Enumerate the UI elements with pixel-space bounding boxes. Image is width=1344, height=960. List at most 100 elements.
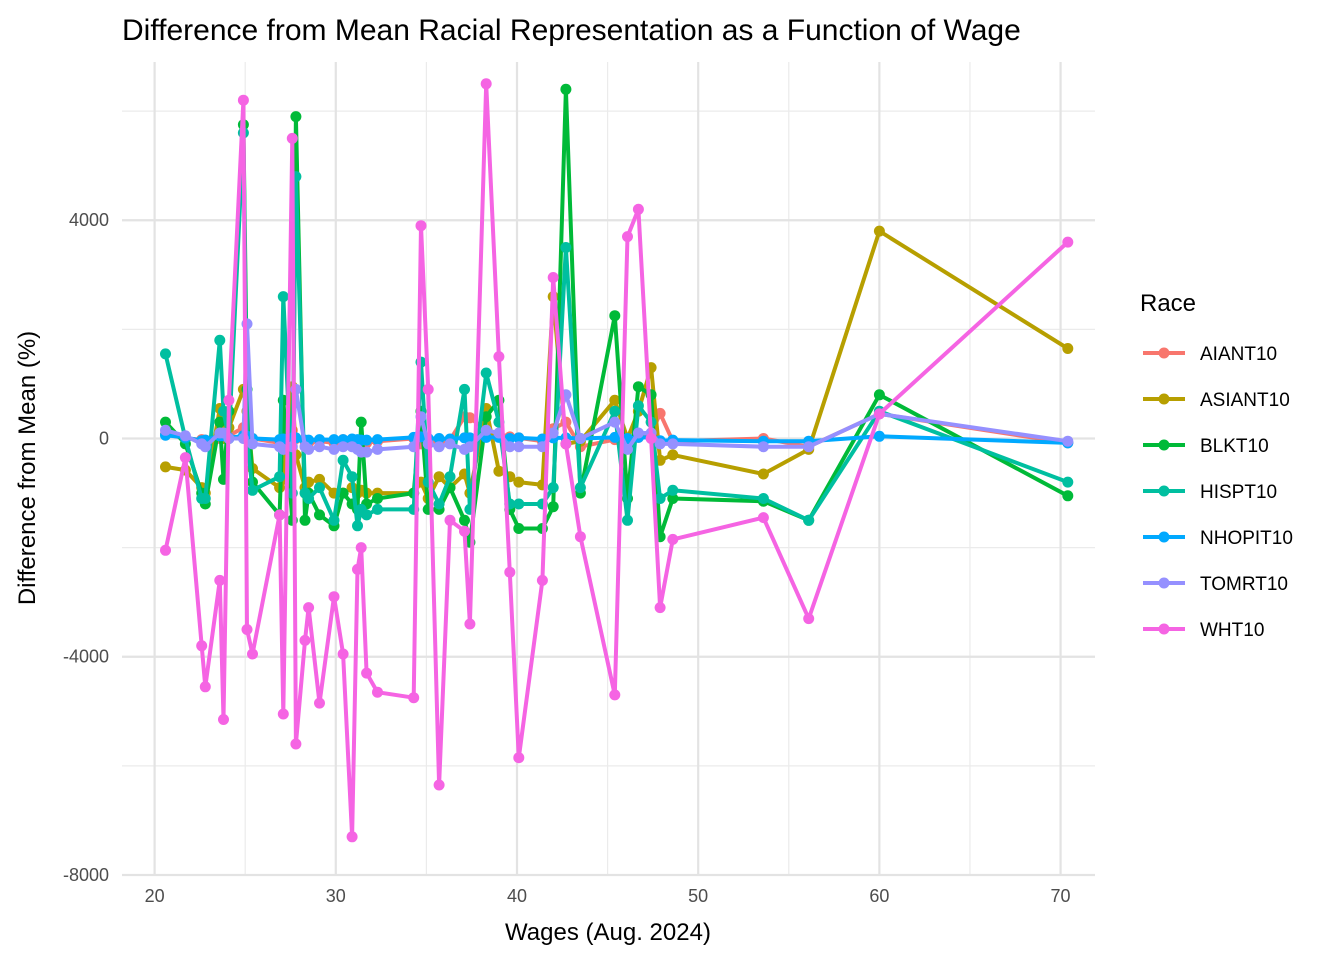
data-point (290, 738, 302, 750)
data-point (199, 681, 211, 693)
data-point (422, 383, 434, 395)
y-tick-label: 4000 (69, 210, 109, 230)
data-point (632, 381, 644, 393)
data-point (277, 708, 289, 720)
data-point (355, 542, 367, 554)
legend-item-tomrt10: TOMRT10 (1143, 574, 1288, 595)
data-point (574, 482, 586, 494)
data-point (547, 427, 559, 439)
data-point (337, 648, 349, 660)
data-point (214, 334, 226, 346)
data-point (667, 493, 679, 504)
data-point (547, 501, 559, 513)
data-point (415, 220, 427, 232)
data-point (314, 473, 325, 485)
data-point (464, 432, 476, 444)
data-point (547, 482, 559, 494)
data-point (480, 78, 492, 90)
data-point (303, 602, 315, 614)
legend-item-aiant10: AIANT10 (1143, 344, 1277, 365)
data-point (303, 493, 315, 504)
legend-item-wht10: WHT10 (1143, 620, 1264, 641)
data-point (622, 443, 633, 455)
data-point (372, 443, 383, 455)
data-point (536, 574, 548, 586)
data-point (667, 484, 679, 496)
data-point (609, 405, 621, 417)
data-point (464, 618, 476, 630)
data-point (214, 416, 226, 428)
data-point (873, 225, 885, 237)
data-point (444, 514, 456, 526)
data-point (328, 434, 340, 446)
data-point (622, 231, 633, 243)
data-point (346, 831, 358, 843)
data-point (654, 493, 666, 504)
data-point (513, 432, 525, 444)
data-point (513, 441, 525, 453)
data-point (547, 272, 559, 283)
data-point (355, 416, 367, 428)
data-point (372, 434, 383, 446)
legend-key-point (1158, 485, 1170, 497)
data-point (560, 438, 572, 450)
chart-title: Difference from Mean Racial Representati… (122, 14, 1021, 47)
legend-label: BLKT10 (1200, 436, 1269, 457)
data-point (372, 493, 383, 504)
legend-key-point (1158, 439, 1170, 451)
data-point (237, 94, 249, 106)
legend-item-hispt10: HISPT10 (1143, 482, 1277, 503)
data-point (645, 433, 657, 444)
data-point (493, 465, 505, 477)
data-point (513, 523, 525, 534)
data-point (654, 602, 666, 614)
data-point (337, 441, 349, 453)
data-point (346, 471, 358, 483)
data-point (328, 514, 340, 526)
data-point (179, 430, 191, 442)
legend-item-blkt10: BLKT10 (1143, 436, 1269, 457)
data-point (314, 697, 325, 709)
legend-key-point (1158, 393, 1170, 405)
data-point (459, 514, 470, 526)
data-point (299, 634, 311, 646)
data-point (199, 441, 211, 453)
data-point (560, 242, 572, 253)
data-point (199, 493, 211, 504)
data-point (160, 424, 171, 436)
x-tick-label: 20 (145, 886, 165, 906)
legend-label: NHOPIT10 (1200, 528, 1293, 549)
data-point (574, 531, 586, 543)
data-point (337, 454, 349, 466)
legend-label: AIANT10 (1200, 344, 1277, 365)
data-point (1062, 343, 1074, 354)
legend-key-point (1158, 623, 1170, 635)
data-point (667, 438, 679, 450)
series-wht10 (160, 78, 1074, 843)
y-tick-label: 0 (99, 428, 109, 448)
data-point (361, 434, 373, 446)
data-point (328, 443, 340, 455)
data-point (433, 471, 445, 483)
axes: 20 30 40 50 60 70 -8000 -4000 0 4000 (63, 210, 1071, 906)
y-axis-title: Difference from Mean (%) (14, 331, 41, 605)
x-tick-label: 60 (869, 886, 889, 906)
data-point (459, 525, 470, 537)
series-layer (160, 78, 1074, 843)
data-point (513, 476, 525, 488)
data-point (1062, 435, 1074, 447)
data-point (632, 427, 644, 439)
data-point (622, 514, 633, 526)
data-point (609, 431, 621, 443)
legend-item-asiant10: ASIANT10 (1143, 390, 1290, 411)
data-point (179, 452, 191, 464)
data-point (609, 310, 621, 322)
data-point (873, 389, 885, 401)
data-point (873, 430, 885, 442)
legend-label: WHT10 (1200, 620, 1264, 641)
data-point (609, 394, 621, 406)
data-point (803, 613, 815, 625)
data-point (433, 433, 445, 444)
